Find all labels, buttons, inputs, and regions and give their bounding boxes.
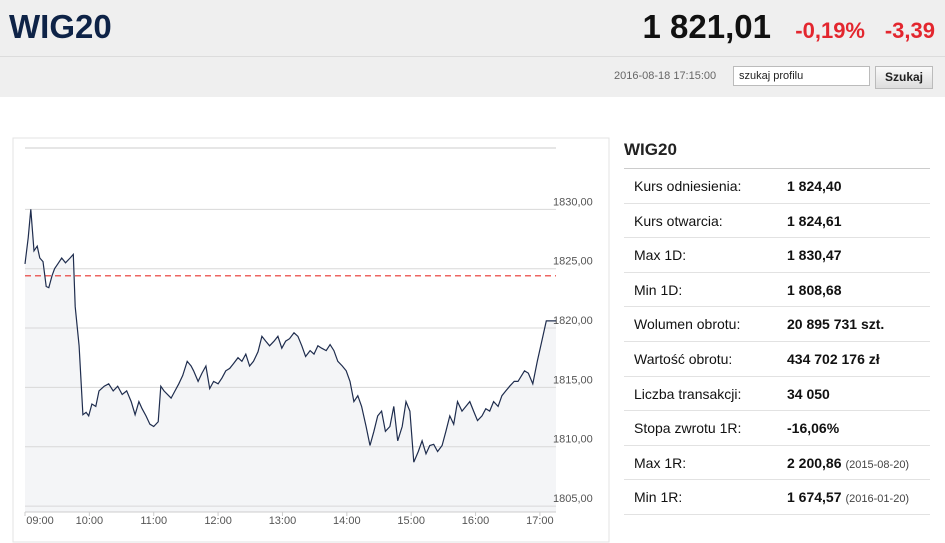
x-tick-label: 09:00 xyxy=(26,515,54,527)
change-pct: -0,19% xyxy=(795,18,865,43)
x-tick-label: 13:00 xyxy=(269,515,297,527)
x-tick-label: 15:00 xyxy=(397,515,425,527)
y-tick-label: 1815,00 xyxy=(553,374,593,386)
price: 1 821,01 xyxy=(642,8,771,45)
search-input[interactable]: szukaj profilu xyxy=(733,66,870,86)
row-label: Kurs odniesienia: xyxy=(634,178,742,194)
x-tick-label: 14:00 xyxy=(333,515,361,527)
table-row: Max 1R: 2 200,86 (2015-08-20) xyxy=(624,446,930,481)
y-tick-label: 1805,00 xyxy=(553,493,593,505)
value-text: 1 808,68 xyxy=(787,281,842,298)
row-value: 34 050 xyxy=(787,386,830,402)
x-tick-label: 11:00 xyxy=(140,515,167,527)
info-table: WIG20 Kurs odniesienia: 1 824,40 Kurs otwa… xyxy=(624,136,930,515)
row-label: Liczba transakcji: xyxy=(634,385,742,402)
row-label: Wolumen obrotu: xyxy=(634,316,741,333)
value-text: 34 050 xyxy=(787,385,830,402)
x-tick-label: 16:00 xyxy=(462,515,490,527)
row-label: Kurs otwarcia: xyxy=(634,212,723,229)
table-title: WIG20 xyxy=(624,136,930,169)
value-text: 20 895 731 szt. xyxy=(787,316,885,333)
row-value: 1 824,61 xyxy=(787,213,842,229)
y-tick-label: 1825,00 xyxy=(553,256,593,268)
change: -3,39 xyxy=(884,18,935,43)
y-tick-label: 1810,00 xyxy=(553,434,593,446)
row-value: 434 702 176 zł xyxy=(787,351,880,367)
search-button[interactable]: Szukaj xyxy=(875,66,933,89)
row-note: (2016-01-20) xyxy=(845,493,910,506)
timestamp: 2016-08-18 17:15:00 xyxy=(614,70,717,82)
value-text: 2 200,86 xyxy=(787,454,842,471)
row-value: 1 830,47 xyxy=(787,247,842,263)
value-text: -16,06% xyxy=(787,420,840,437)
table-row: Kurs odniesienia: 1 824,40 xyxy=(624,169,930,204)
table-row: Stopa zwrotu 1R: -16,06% xyxy=(624,411,930,446)
value-text: 1 824,40 xyxy=(787,178,842,194)
row-label: Min 1D: xyxy=(634,281,683,298)
header: WIG20 1 821,01 -0,19% -3,39 2016-08-18 1… xyxy=(0,0,945,97)
table-row: Max 1D: 1 830,47 xyxy=(624,238,930,273)
row-value: 1 808,68 xyxy=(787,282,842,298)
row-label: Max 1D: xyxy=(634,247,687,264)
area-fill xyxy=(25,209,556,513)
x-tick-label: 17:00 xyxy=(526,515,554,527)
row-label: Wartość obrotu: xyxy=(634,350,733,367)
y-tick-label: 1830,00 xyxy=(553,196,593,208)
row-value: -16,06% xyxy=(787,420,839,436)
row-label: Max 1R: xyxy=(634,454,687,471)
table-row: Wolumen obrotu: 20 895 731 szt. xyxy=(624,307,930,342)
row-label: Min 1R: xyxy=(634,489,683,506)
row-value: 1 674,57 (2016-01-20) xyxy=(787,489,909,505)
price-line xyxy=(24,209,556,463)
table-row: Min 1D: 1 808,68 xyxy=(624,273,930,308)
x-tick-label: 12:00 xyxy=(204,515,232,527)
row-value: 1 824,40 xyxy=(787,178,842,194)
separator xyxy=(0,56,945,57)
value-text: 1 674,57 xyxy=(787,489,842,506)
row-note: (2015-08-20) xyxy=(845,458,910,471)
value-text: 434 702 176 zł xyxy=(787,350,880,367)
y-tick-label: 1820,00 xyxy=(553,315,593,327)
table-row: Min 1R: 1 674,57 (2016-01-20) xyxy=(624,480,930,515)
index-title: WIG20 xyxy=(9,8,112,45)
table-row: Wartość obrotu: 434 702 176 zł xyxy=(624,342,930,377)
table-row: Liczba transakcji: 34 050 xyxy=(624,377,930,412)
x-tick-label: 10:00 xyxy=(76,515,104,527)
value-text: 1 824,61 xyxy=(787,212,842,229)
table-row: Kurs otwarcia: 1 824,61 xyxy=(624,204,930,239)
value-text: 1 830,47 xyxy=(787,247,842,264)
row-value: 20 895 731 szt. xyxy=(787,316,884,332)
row-label: Stopa zwrotu 1R: xyxy=(634,420,742,437)
row-value: 2 200,86 (2015-08-20) xyxy=(787,455,909,471)
